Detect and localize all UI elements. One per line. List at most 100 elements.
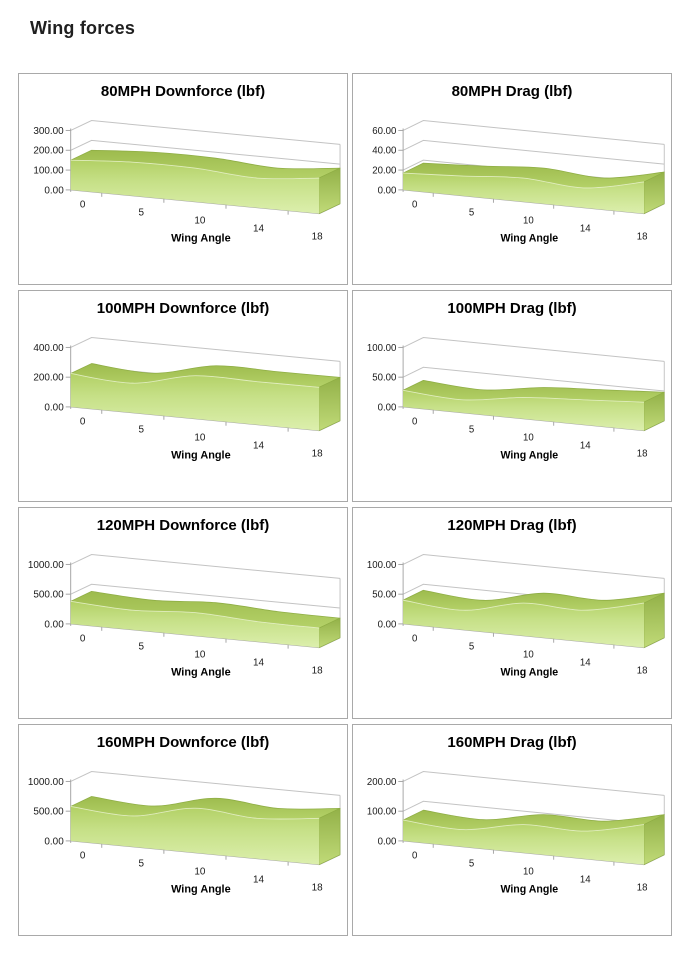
y-tick-label: 500.00	[33, 590, 64, 601]
y-tick-label: 50.00	[372, 373, 397, 384]
area-series	[402, 379, 665, 432]
y-tick-label: 1000.00	[28, 777, 64, 788]
area-chart-svg: 0.00 50.00 100.00 0 5 10 14 18 Wing Angle	[367, 554, 665, 678]
axis-labels: 0.00 500.00 1000.00 0 5 10 14 18 Wing Angle	[28, 560, 323, 678]
y-tick-label: 200.00	[33, 146, 64, 157]
x-tick-label: 18	[637, 882, 648, 893]
y-tick-label: 0.00	[44, 402, 64, 413]
y-tick-label: 0.00	[378, 185, 397, 196]
x-tick-label: 10	[194, 216, 206, 227]
x-tick-label: 14	[580, 440, 591, 451]
y-tick-label: 0.00	[44, 836, 64, 847]
page-title: Wing forces	[30, 18, 136, 38]
x-tick-label: 10	[194, 867, 206, 878]
chart-title: 120MPH Drag (lbf)	[447, 517, 577, 534]
y-tick-label: 300.00	[33, 126, 64, 137]
axis-labels: 0.00 50.00 100.00 0 5 10 14 18 Wing Angle	[367, 343, 648, 462]
y-tick-label: 200.00	[367, 777, 397, 788]
y-tick-label: 60.00	[372, 126, 397, 137]
y-tick-label: 50.00	[372, 590, 397, 601]
area-chart-svg: 0.00 100.00 200.00 300.00 0 5 10 14 18 Wing Angle	[33, 120, 341, 244]
y-tick-label: 100.00	[33, 166, 64, 177]
area-chart-svg: 0.00 100.00 200.00 0 5 10 14 18 Wing Angle	[367, 771, 665, 896]
x-tick-label: 0	[412, 200, 418, 211]
x-tick-label: 18	[312, 882, 324, 893]
x-tick-label: 10	[194, 650, 206, 661]
x-tick-label: 18	[312, 231, 324, 242]
x-tick-label: 10	[523, 215, 534, 226]
x-tick-label: 5	[138, 642, 144, 653]
x-tick-label: 14	[580, 223, 591, 234]
axis-labels: 0.00 500.00 1000.00 0 5 10 14 18 Wing Angle	[28, 777, 323, 895]
y-tick-label: 0.00	[44, 619, 64, 630]
x-axis-title: Wing Angle	[171, 449, 231, 461]
x-axis-title: Wing Angle	[500, 666, 558, 678]
y-tick-label: 1000.00	[28, 560, 64, 571]
area-series	[402, 589, 665, 649]
chart-box-100mph-downforce[interactable]: 100MPH Downforce (lbf) 0.00 200.00 400.00 0…	[18, 290, 348, 502]
area-series	[70, 363, 341, 432]
x-axis-title: Wing Angle	[500, 883, 558, 895]
x-tick-label: 5	[469, 859, 475, 870]
chart-title: 100MPH Downforce (lbf)	[96, 300, 270, 317]
x-tick-label: 5	[469, 425, 475, 436]
chart-title: 80MPH Drag (lbf)	[451, 83, 573, 100]
y-tick-label: 0.00	[378, 402, 397, 413]
area-chart-svg: 0.00 500.00 1000.00 0 5 10 14 18 Wing Angle	[28, 554, 341, 678]
y-tick-label: 200.00	[33, 373, 64, 384]
x-tick-label: 14	[580, 874, 591, 885]
x-axis-title: Wing Angle	[171, 666, 231, 678]
x-tick-label: 18	[637, 665, 648, 676]
x-tick-label: 0	[412, 851, 418, 862]
y-tick-label: 20.00	[372, 165, 397, 176]
x-tick-label: 18	[637, 231, 648, 242]
y-tick-label: 0.00	[378, 619, 397, 630]
chart-box-80mph-drag[interactable]: 80MPH Drag (lbf) 0.00 20.00 40.00 60.00 0 5 10…	[352, 73, 672, 285]
y-tick-label: 400.00	[33, 343, 64, 354]
x-tick-label: 0	[412, 417, 418, 428]
x-axis-title: Wing Angle	[500, 449, 558, 461]
x-tick-label: 10	[194, 433, 206, 444]
area-series	[402, 809, 665, 866]
chart-box-160mph-drag[interactable]: 160MPH Drag (lbf) 0.00 100.00 200.00 0 5 10 14…	[352, 724, 672, 936]
x-tick-label: 10	[523, 866, 534, 877]
area-series	[70, 796, 341, 866]
area-chart-svg: 0.00 200.00 400.00 0 5 10 14 18 Wing Angle	[33, 337, 341, 461]
x-tick-label: 18	[637, 448, 648, 459]
y-tick-label: 100.00	[367, 807, 397, 818]
x-axis-title: Wing Angle	[500, 232, 558, 244]
chart-box-80mph-downforce[interactable]: 80MPH Downforce (lbf) 0.00 100.00 200.00 30…	[18, 73, 348, 285]
chart-title: 80MPH Downforce (lbf)	[100, 83, 266, 100]
area-chart-svg: 0.00 500.00 1000.00 0 5 10 14 18 Wing Angle	[28, 771, 341, 895]
y-tick-label: 0.00	[378, 836, 397, 847]
x-tick-label: 5	[138, 859, 144, 870]
x-tick-label: 18	[312, 665, 324, 676]
x-tick-label: 0	[80, 634, 86, 645]
y-tick-label: 40.00	[372, 146, 397, 157]
chart-title: 160MPH Downforce (lbf)	[96, 734, 270, 751]
chart-box-160mph-downforce[interactable]: 160MPH Downforce (lbf) 0.00 500.00 1000.00…	[18, 724, 348, 936]
y-tick-label: 0.00	[44, 185, 64, 196]
y-tick-label: 100.00	[367, 560, 397, 571]
x-tick-label: 5	[138, 208, 144, 219]
area-chart-svg: 0.00 20.00 40.00 60.00 0 5 10 14 18 Wing Angle	[372, 120, 665, 245]
chart-title: 100MPH Drag (lbf)	[447, 300, 577, 317]
x-axis-title: Wing Angle	[171, 232, 231, 244]
y-tick-label: 500.00	[33, 807, 64, 818]
x-tick-label: 10	[523, 649, 534, 660]
chart-box-120mph-drag[interactable]: 120MPH Drag (lbf) 0.00 50.00 100.00 0 5 10 14 1…	[352, 507, 672, 719]
axis-labels: 0.00 20.00 40.00 60.00 0 5 10 14 18 Wing Angle	[372, 126, 647, 245]
x-tick-label: 0	[80, 200, 86, 211]
axis-labels: 0.00 100.00 200.00 0 5 10 14 18 Wing Angle	[367, 777, 648, 896]
chart-title: 120MPH Downforce (lbf)	[96, 517, 270, 534]
x-tick-label: 5	[469, 208, 475, 219]
chart-title: 160MPH Drag (lbf)	[447, 734, 577, 751]
charts-grid: 80MPH Downforce (lbf) 0.00 100.00 200.00 30…	[18, 73, 672, 936]
chart-box-100mph-drag[interactable]: 100MPH Drag (lbf) 0.00 50.00 100.00 0 5 10 14 1…	[352, 290, 672, 502]
area-chart-svg: 0.00 50.00 100.00 0 5 10 14 18 Wing Angle	[367, 337, 665, 462]
x-tick-label: 0	[80, 851, 86, 862]
x-axis-title: Wing Angle	[171, 883, 231, 895]
chart-box-120mph-downforce[interactable]: 120MPH Downforce (lbf) 0.00 500.00 1000.00…	[18, 507, 348, 719]
axis-labels: 0.00 200.00 400.00 0 5 10 14 18 Wing Angle	[33, 343, 323, 461]
x-tick-label: 10	[523, 432, 534, 443]
